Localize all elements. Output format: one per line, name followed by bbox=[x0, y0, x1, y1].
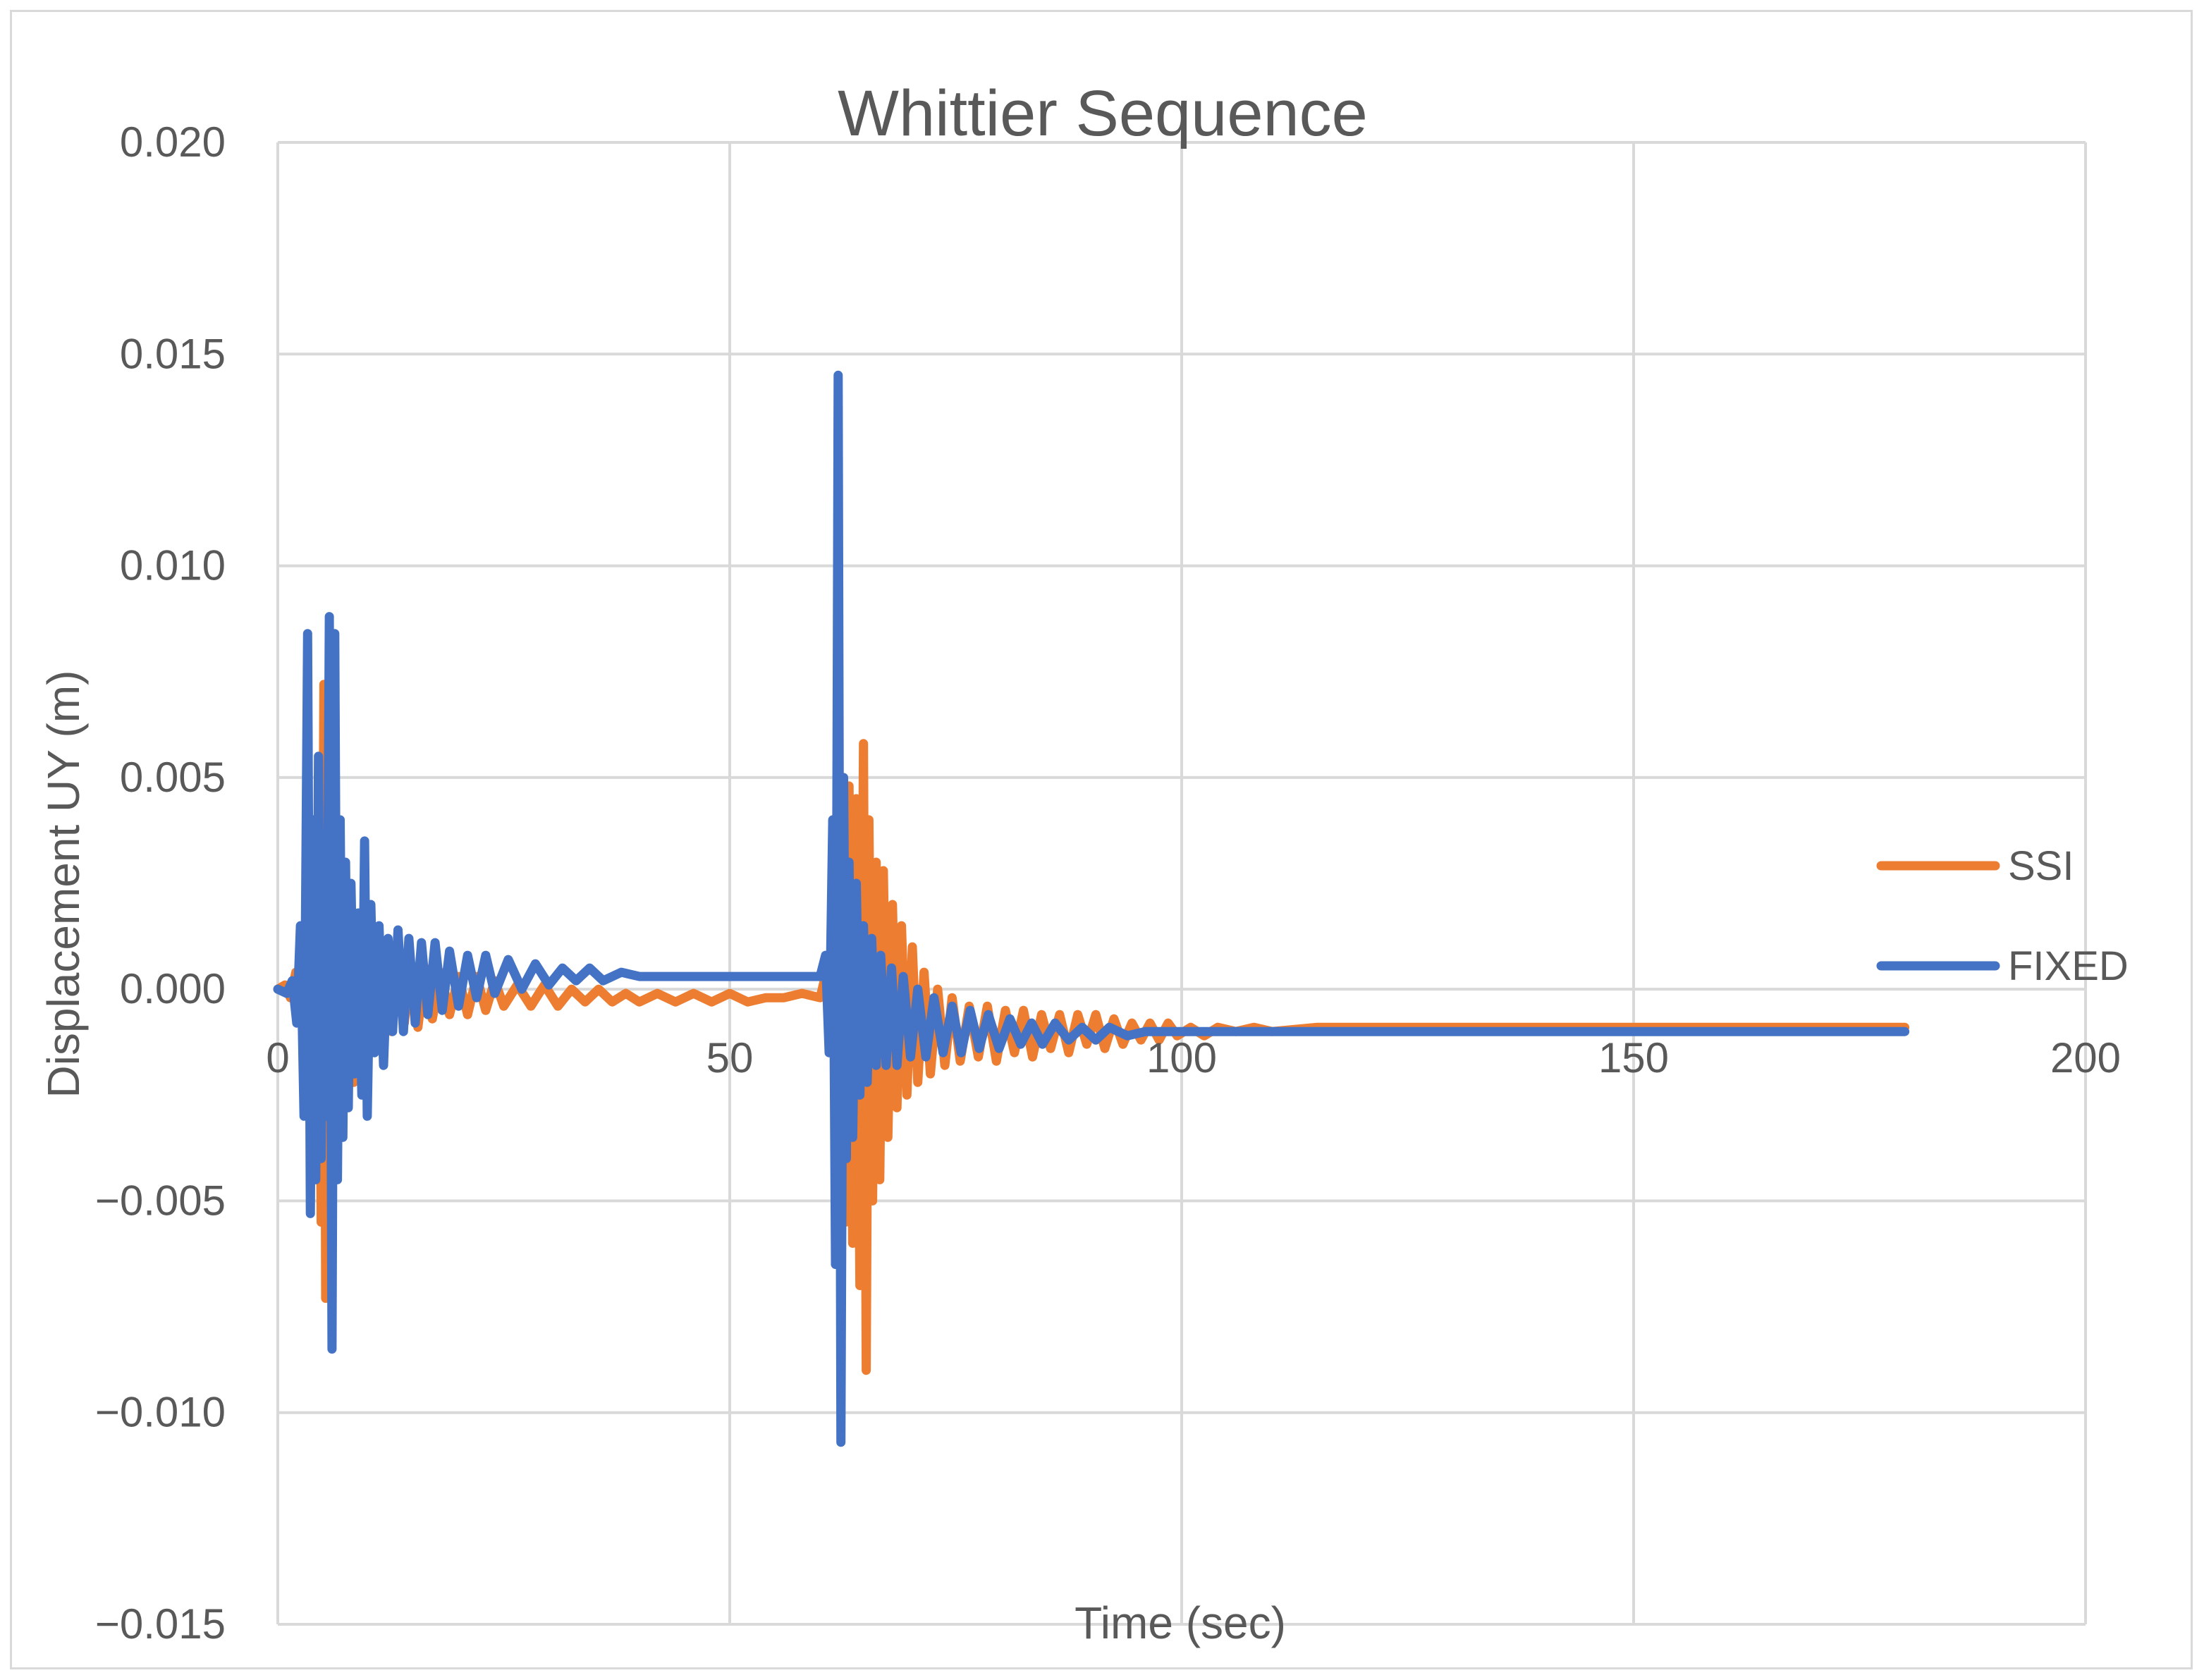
y-tick-label: −0.015 bbox=[95, 1600, 226, 1648]
y-tick-label: 0.020 bbox=[120, 118, 226, 166]
legend-label-ssi: SSI bbox=[2008, 843, 2074, 889]
x-tick-label: 50 bbox=[706, 1034, 754, 1081]
y-tick-label: 0.000 bbox=[120, 965, 226, 1012]
y-tick-label: 0.015 bbox=[120, 330, 226, 377]
y-tick-labels: 0.020 0.015 0.010 0.005 0.000 −0.005 −0.010 −0.… bbox=[95, 118, 226, 1648]
legend: SSI FIXED bbox=[1876, 843, 2129, 989]
chart-frame bbox=[10, 10, 2193, 1669]
chart-title: Whittier Sequence bbox=[838, 78, 1368, 149]
y-tick-label: 0.010 bbox=[120, 542, 226, 589]
y-axis-title: Displacement UY (m) bbox=[38, 670, 89, 1098]
y-tick-label: 0.005 bbox=[120, 754, 226, 801]
x-tick-label: 200 bbox=[2050, 1034, 2121, 1081]
x-tick-label: 100 bbox=[1146, 1034, 1217, 1081]
series-layer bbox=[273, 370, 1910, 1447]
series-line-fixed bbox=[273, 370, 1910, 1447]
legend-label-fixed: FIXED bbox=[2008, 943, 2129, 989]
y-tick-label: −0.010 bbox=[95, 1389, 226, 1436]
gridlines bbox=[276, 141, 2087, 1626]
x-axis-title: Time (sec) bbox=[1075, 1598, 1286, 1648]
y-tick-label: −0.005 bbox=[95, 1177, 226, 1224]
x-tick-label: 150 bbox=[1598, 1034, 1669, 1081]
x-tick-label: 0 bbox=[266, 1034, 289, 1081]
x-tick-labels: 0 50 100 150 200 bbox=[266, 1034, 2121, 1081]
